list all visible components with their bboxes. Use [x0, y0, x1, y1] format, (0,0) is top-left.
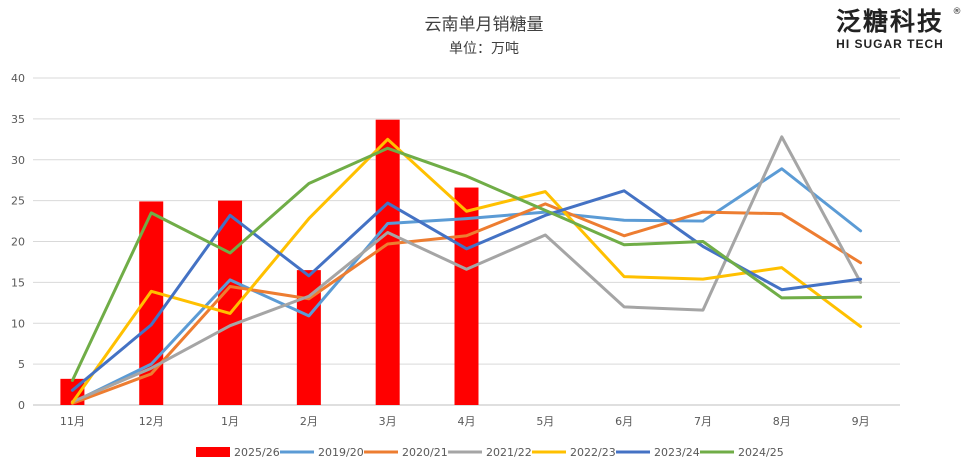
x-tick-label: 5月 — [536, 415, 554, 428]
logo-chinese-name: 泛糖科技 — [836, 7, 944, 36]
x-tick-label: 12月 — [139, 415, 164, 428]
series-line — [70, 202, 863, 405]
legend-label: 2022/23 — [570, 446, 616, 459]
series-line — [70, 146, 863, 382]
legend-label: 2025/26 — [234, 446, 280, 459]
y-tick-label: 35 — [11, 113, 25, 126]
x-tick-label: 11月 — [60, 415, 85, 428]
chart-title: 云南单月销糖量 — [425, 15, 544, 35]
legend-label: 2021/22 — [486, 446, 532, 459]
legend: 2025/26 2019/20 2020/21 2021/22 2022/23 2023/… — [196, 446, 784, 459]
x-tick-label: 3月 — [379, 415, 397, 428]
y-tick-label: 15 — [11, 276, 25, 289]
x-tick-label: 2月 — [300, 415, 318, 428]
bar — [375, 119, 400, 405]
y-tick-label: 40 — [11, 72, 25, 85]
chart-subtitle: 单位：万吨 — [449, 41, 519, 57]
legend-label: 2019/20 — [318, 446, 364, 459]
x-tick-label: 8月 — [773, 415, 791, 428]
bar-series — [60, 119, 479, 405]
bar — [454, 187, 479, 405]
x-tick-label: 1月 — [221, 415, 239, 428]
brand-logo: 泛糖科技 ® HI SUGAR TECH — [836, 7, 962, 51]
x-tick-label: 4月 — [458, 415, 476, 428]
x-tick-label: 7月 — [694, 415, 712, 428]
y-tick-label: 25 — [11, 195, 25, 208]
y-tick-label: 10 — [11, 317, 25, 330]
logo-english-name: HI SUGAR TECH — [836, 37, 944, 51]
x-axis-ticks: 11月 12月 1月 2月 3月 4月 5月 6月 7月 8月 9月 — [60, 415, 870, 428]
series-line — [70, 167, 863, 405]
legend-label: 2023/24 — [654, 446, 700, 459]
legend-swatch-bar — [196, 447, 230, 457]
legend-label: 2024/25 — [738, 446, 784, 459]
line-series — [70, 135, 863, 405]
series-line — [70, 137, 863, 405]
x-tick-label: 9月 — [852, 415, 870, 428]
y-tick-label: 5 — [18, 358, 25, 371]
x-tick-label: 6月 — [615, 415, 633, 428]
y-tick-label: 30 — [11, 154, 25, 167]
registered-mark: ® — [953, 7, 962, 17]
y-axis-ticks: 0 5 10 15 20 25 30 35 40 — [11, 72, 25, 412]
y-tick-label: 0 — [18, 399, 25, 412]
legend-label: 2020/21 — [402, 446, 448, 459]
series-line — [70, 135, 863, 404]
y-tick-label: 20 — [11, 236, 25, 249]
